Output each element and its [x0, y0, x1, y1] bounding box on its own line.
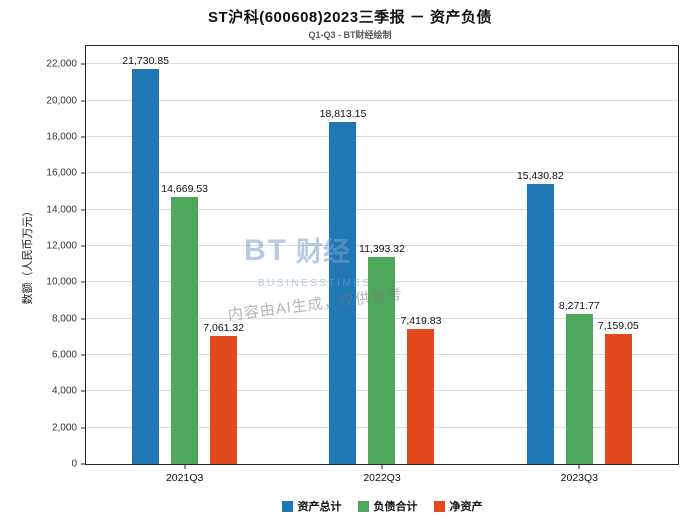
bar-group-2023q3: 15,430.82 8,271.77 7,159.05 [517, 46, 639, 464]
bar-value-label: 18,813.15 [319, 108, 367, 121]
x-tick-mark [578, 464, 580, 469]
gridline [86, 63, 678, 65]
bar-value-label: 14,669.53 [161, 183, 209, 196]
legend-item: 资产总计 [281, 498, 342, 514]
y-tick-label: 14,000 [46, 204, 77, 216]
legend-item: 负债合计 [357, 498, 418, 514]
y-tick-label: 22,000 [46, 58, 77, 70]
x-tick-label: 2021Q3 [165, 472, 204, 484]
y-tick-label: 12,000 [46, 240, 77, 252]
y-tick-mark [81, 172, 86, 174]
y-tick-label: 18,000 [46, 131, 77, 143]
bar: 18,813.15 [320, 108, 366, 464]
bar-groups: 21,730.85 14,669.53 7,061.32 18,813.15 11,39… [86, 46, 678, 464]
y-tick-mark [81, 209, 86, 211]
bar: 11,393.32 [359, 243, 405, 464]
bar-value-label: 7,419.83 [400, 315, 442, 328]
gridline [86, 208, 678, 210]
x-tick-mark [381, 464, 383, 469]
y-tick-mark [81, 136, 86, 138]
bar: 7,419.83 [401, 315, 441, 464]
bar-value-label: 7,061.32 [203, 321, 245, 334]
legend-label: 资产总计 [297, 501, 342, 513]
y-tick-mark [81, 63, 86, 65]
y-tick-label: 16,000 [46, 167, 77, 179]
bar: 7,061.32 [203, 322, 244, 464]
legend-label: 负债合计 [373, 501, 418, 513]
bar-group-2021q3: 21,730.85 14,669.53 7,061.32 [122, 46, 244, 464]
y-tick-mark [81, 354, 86, 356]
y-tick-label: 6,000 [51, 349, 77, 361]
bar-value-label: 7,159.05 [597, 319, 639, 332]
x-tick-label: 2023Q3 [560, 472, 599, 484]
y-tick-mark [81, 100, 86, 102]
bar-value-label: 11,393.32 [359, 242, 405, 255]
y-axis-label: 数额（人民币万元） [22, 205, 34, 305]
legend-swatch [433, 500, 445, 512]
bar: 8,271.77 [559, 300, 600, 464]
x-tick-label: 2022Q3 [363, 472, 401, 484]
legend-swatch [357, 500, 369, 512]
legend-swatch [281, 500, 293, 512]
bar: 7,159.05 [598, 320, 639, 464]
gridline [86, 172, 678, 174]
bar-group-2022q3: 18,813.15 11,393.32 7,419.83 [320, 46, 441, 464]
plot-area: BT 财经 BUSINESSTIMES 内容由AI生成，仅供参考 0 2,000 4… [46, 45, 679, 484]
y-tick-label: 4,000 [51, 385, 77, 397]
legend: 资产总计 负债合计 净资产 [85, 498, 679, 514]
bar-value-label: 15,430.82 [516, 169, 564, 182]
bar: 21,730.85 [122, 55, 169, 464]
bar-value-label: 8,271.77 [558, 299, 600, 312]
bar: 14,669.53 [161, 183, 208, 464]
y-tick-mark [81, 245, 86, 247]
gridline [86, 99, 678, 101]
y-tick-label: 10,000 [46, 276, 77, 288]
chart-title: ST沪科(600608)2023三季报 － 资产负债 [208, 9, 492, 26]
bar-value-label: 21,730.85 [122, 55, 170, 68]
y-tick-mark [81, 281, 86, 283]
chart-subtitle: Q1-Q3 - BT财经绘制 [308, 30, 392, 40]
y-tick-mark [81, 390, 86, 392]
y-tick-mark [81, 427, 86, 429]
y-tick-label: 20,000 [46, 95, 77, 107]
y-tick-label: 2,000 [51, 422, 77, 434]
legend-item: 净资产 [433, 498, 483, 514]
bar: 15,430.82 [517, 170, 564, 464]
x-tick-mark [184, 464, 186, 469]
legend-label: 净资产 [449, 501, 483, 513]
y-tick-label: 0 [71, 458, 77, 470]
y-tick-mark [81, 318, 86, 320]
y-tick-label: 8,000 [51, 313, 77, 325]
gridline [86, 244, 678, 246]
y-tick-mark [81, 463, 86, 465]
gridline [86, 135, 678, 137]
